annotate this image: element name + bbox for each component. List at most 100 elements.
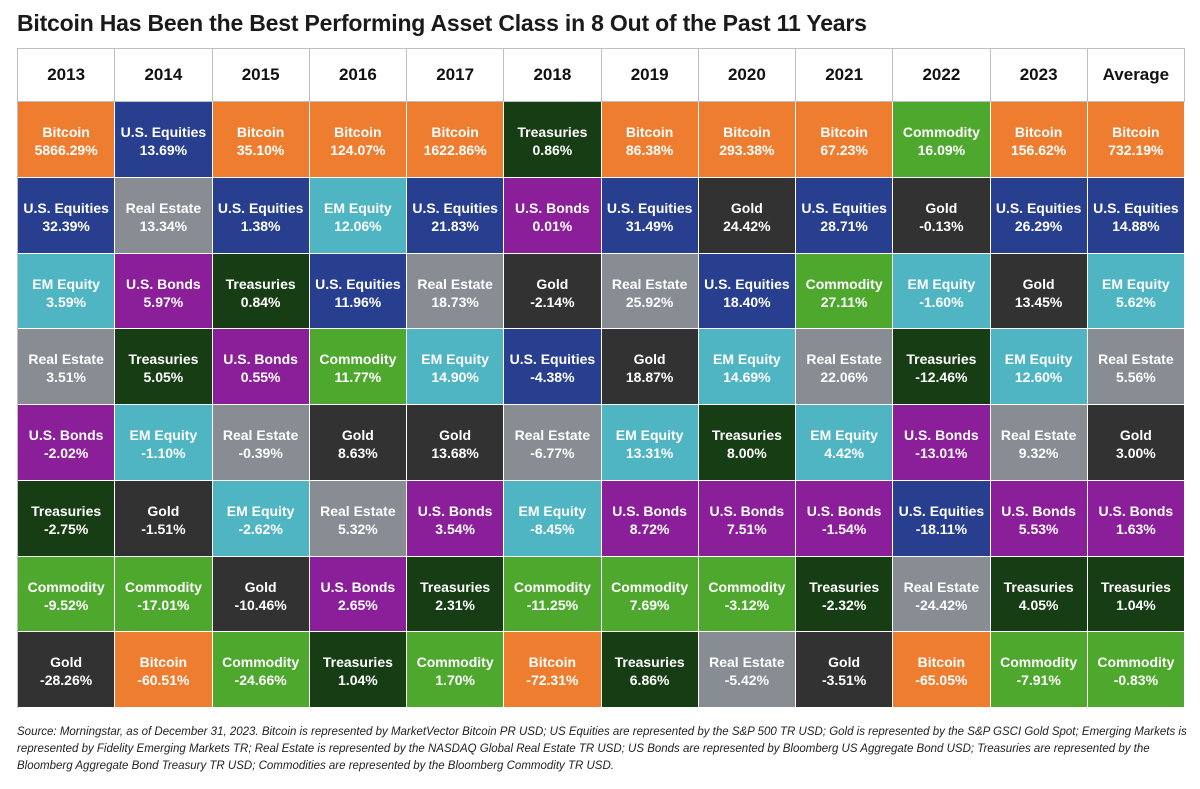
asset-name: Real Estate — [514, 427, 591, 443]
asset-name: U.S. Equities — [120, 124, 207, 140]
asset-cell: U.S. Bonds 8.72% — [601, 480, 699, 557]
asset-name: EM Equity — [226, 502, 295, 519]
asset-cell: EM Equity 12.60% — [990, 329, 1088, 405]
asset-name: Real Estate — [1098, 351, 1174, 368]
asset-cell: Real Estate 5.56% — [1087, 329, 1185, 405]
asset-name: U.S. Bonds — [806, 502, 882, 519]
column-header: 2018 — [504, 49, 602, 102]
asset-name: Treasuries — [322, 654, 393, 671]
asset-cell: EM Equity -2.62% — [212, 480, 310, 557]
asset-name: Gold — [50, 654, 83, 671]
asset-name: Real Estate — [903, 578, 980, 595]
asset-cell: U.S. Bonds 7.51% — [698, 480, 796, 557]
asset-return: -11.25% — [526, 596, 579, 613]
asset-name: Treasuries — [1003, 578, 1074, 595]
asset-cell: U.S. Equities 26.29% — [990, 177, 1088, 254]
asset-cell: Gold 13.45% — [990, 253, 1088, 330]
asset-return: 2.31% — [435, 596, 475, 613]
asset-name: Treasuries — [31, 502, 102, 519]
asset-name: U.S. Equities — [898, 502, 985, 519]
asset-cell: EM Equity 5.62% — [1087, 253, 1185, 330]
asset-cell: Treasuries 1.04% — [1087, 556, 1185, 633]
asset-cell: U.S. Bonds 1.63% — [1087, 480, 1185, 557]
asset-return: 12.60% — [1014, 369, 1063, 386]
asset-cell: Bitcoin 35.10% — [212, 102, 310, 178]
asset-cell: U.S. Bonds 5.53% — [990, 480, 1088, 557]
asset-name: Commodity — [222, 654, 300, 671]
asset-return: 5.53% — [1018, 520, 1059, 537]
asset-cell: Bitcoin 156.62% — [990, 102, 1088, 178]
asset-name: EM Equity — [421, 351, 489, 368]
asset-return: 16.09% — [917, 142, 966, 158]
asset-cell: Real Estate 25.92% — [601, 253, 699, 330]
asset-cell: Gold -28.26% — [18, 632, 116, 708]
asset-cell: U.S. Bonds -1.54% — [796, 480, 894, 557]
asset-cell: EM Equity 14.69% — [698, 329, 796, 405]
asset-return: -2.02% — [43, 445, 89, 461]
asset-name: U.S. Bonds — [709, 502, 785, 519]
asset-name: EM Equity — [518, 502, 587, 519]
asset-return: 156.62% — [1010, 142, 1067, 158]
asset-name: Treasuries — [128, 351, 199, 368]
asset-cell: Bitcoin 293.38% — [698, 102, 796, 178]
asset-return: 28.71% — [820, 217, 868, 234]
asset-return: -24.42% — [915, 596, 968, 613]
asset-return: 3.51% — [46, 369, 86, 386]
asset-cell: U.S. Equities 1.38% — [212, 177, 310, 254]
asset-return: 1.38% — [240, 217, 281, 234]
column-header: 2017 — [407, 49, 505, 102]
asset-return: 1622.86% — [423, 142, 487, 158]
asset-name: Treasuries — [906, 351, 977, 368]
asset-name: U.S. Equities — [412, 199, 498, 216]
asset-return: -65.05% — [915, 672, 968, 689]
asset-cell: Commodity 11.77% — [309, 329, 407, 405]
asset-return: 67.23% — [820, 142, 868, 158]
asset-return: -7.91% — [1016, 672, 1061, 689]
asset-cell: U.S. Equities 21.83% — [407, 177, 505, 254]
asset-name: EM Equity — [1102, 275, 1170, 292]
asset-return: 25.92% — [625, 293, 674, 310]
asset-name: Treasuries — [517, 124, 588, 140]
asset-return: 6.86% — [629, 672, 670, 689]
asset-return: 1.70% — [435, 672, 475, 689]
chart-title: Bitcoin Has Been the Best Performing Ass… — [17, 10, 867, 36]
asset-return: 11.77% — [334, 369, 382, 386]
asset-return: 0.86% — [532, 142, 573, 158]
asset-name: U.S. Equities — [1093, 199, 1179, 216]
asset-cell: EM Equity -1.10% — [115, 405, 213, 481]
asset-cell: Bitcoin 1622.86% — [407, 102, 505, 178]
asset-cell: Real Estate -24.42% — [893, 556, 991, 633]
asset-return: 3.00% — [1116, 445, 1156, 461]
asset-return: 4.05% — [1018, 596, 1059, 613]
asset-name: U.S. Bonds — [904, 427, 979, 443]
asset-return: 18.40% — [723, 293, 771, 310]
asset-return: 5.56% — [1116, 369, 1156, 386]
asset-cell: Gold -3.51% — [796, 632, 894, 708]
asset-return: -3.12% — [724, 596, 770, 613]
asset-name: EM Equity — [324, 199, 392, 216]
asset-return: 1.63% — [1116, 520, 1156, 537]
asset-return: 32.39% — [42, 217, 90, 234]
asset-name: Bitcoin — [334, 124, 382, 140]
asset-cell: Commodity -17.01% — [115, 556, 213, 633]
asset-name: U.S. Bonds — [417, 502, 493, 519]
asset-return: 2.65% — [338, 596, 378, 613]
asset-name: Commodity — [27, 578, 105, 595]
asset-return: 86.38% — [625, 142, 674, 158]
asset-name: Treasuries — [711, 427, 782, 443]
asset-return: 13.69% — [139, 142, 188, 158]
asset-return: 0.55% — [240, 369, 281, 386]
asset-cell: U.S. Equities 31.49% — [601, 177, 699, 254]
asset-name: Gold — [536, 275, 569, 292]
asset-return: 31.49% — [625, 217, 674, 234]
asset-return: 3.59% — [46, 293, 86, 310]
asset-cell: Bitcoin -60.51% — [115, 632, 213, 708]
asset-name: Gold — [1022, 275, 1055, 292]
asset-name: Real Estate — [222, 427, 299, 443]
asset-return: -5.42% — [724, 672, 770, 689]
asset-cell: Commodity -9.52% — [18, 556, 116, 633]
column-header: 2020 — [698, 49, 796, 102]
asset-return: 35.10% — [236, 142, 285, 158]
asset-name: U.S. Equities — [509, 351, 596, 368]
asset-return: -0.13% — [919, 217, 964, 234]
